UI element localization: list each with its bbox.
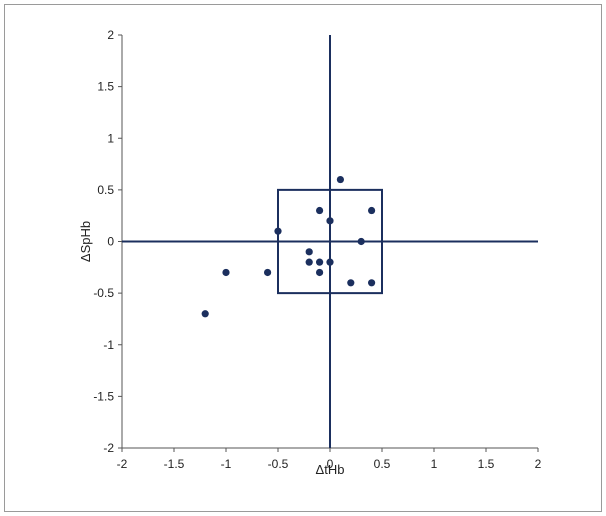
- data-point: [368, 279, 376, 287]
- y-tick-label: 1.5: [97, 80, 114, 94]
- data-point: [357, 237, 365, 246]
- data-point: [316, 258, 324, 266]
- data-points: [201, 175, 376, 318]
- chart-frame: [4, 4, 602, 512]
- data-point: [201, 310, 209, 318]
- ticks: -2 -1.5 -1 -0.5 0 0.5 1 1.5 2 -2 -1.5 -1 -0.5 0 0.5 1 1.…: [93, 28, 541, 471]
- data-point: [336, 175, 344, 184]
- data-point: [264, 268, 272, 277]
- data-point: [368, 206, 376, 215]
- y-tick-label: -1.5: [93, 389, 114, 403]
- data-point: [316, 268, 324, 277]
- data-point: [274, 227, 282, 235]
- data-point: [316, 206, 324, 215]
- data-point: [222, 268, 230, 277]
- data-point: [305, 258, 313, 266]
- data-point: [326, 258, 334, 266]
- y-axis-label: ΔSpHb: [78, 221, 93, 262]
- x-tick-label: -2: [117, 457, 128, 471]
- x-tick-label: 0.5: [374, 457, 391, 471]
- y-tick-label: 0: [107, 235, 114, 249]
- quadrant-lines: [122, 35, 538, 448]
- x-tick-label: -1.5: [164, 457, 185, 471]
- data-point: [347, 279, 355, 287]
- y-tick-label: 1: [107, 131, 114, 145]
- x-tick-label: -0.5: [268, 457, 289, 471]
- x-tick-label: 0: [327, 457, 334, 471]
- y-tick-label: 0.5: [97, 183, 114, 197]
- y-tick-label: -2: [103, 441, 114, 455]
- data-point: [326, 217, 334, 225]
- x-tick-label: 1: [431, 457, 438, 471]
- y-tick-label: 2: [107, 28, 114, 42]
- y-tick-label: -1: [103, 338, 114, 352]
- x-axis-label: ΔtHb: [316, 462, 345, 477]
- agreement-box: [277, 188, 383, 295]
- x-tick-label: 1.5: [478, 457, 495, 471]
- x-tick-label: 2: [535, 457, 542, 471]
- x-tick-label: -1: [221, 457, 232, 471]
- data-point: [305, 248, 313, 256]
- y-tick-label: -0.5: [93, 286, 114, 300]
